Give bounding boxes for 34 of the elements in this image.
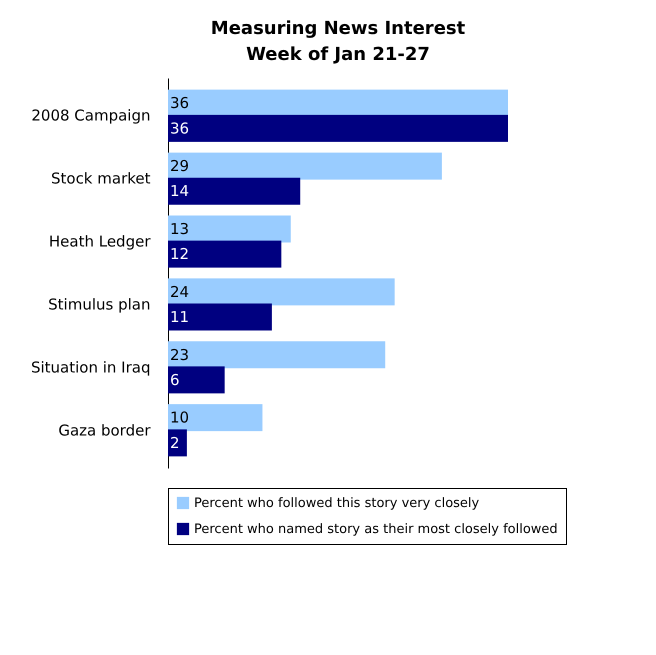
bar <box>168 240 282 268</box>
bar <box>168 178 300 205</box>
y-tick-label: Heath Ledger <box>48 232 152 251</box>
bar <box>168 215 291 242</box>
data-label: 13 <box>170 220 190 238</box>
bar <box>168 429 187 456</box>
y-tick-label: Gaza border <box>58 421 152 440</box>
data-label: 10 <box>170 408 190 427</box>
data-label: 6 <box>170 370 180 389</box>
data-label: 23 <box>170 346 190 364</box>
y-tick-label: 2008 Campaign <box>31 106 150 125</box>
y-tick-label: Stock market <box>50 170 151 188</box>
chart-subtitle: Week of Jan 21-27 <box>246 44 430 65</box>
bar <box>168 366 225 394</box>
data-label: 24 <box>170 282 190 301</box>
bar <box>168 404 262 432</box>
data-label: 2 <box>170 434 180 452</box>
bar <box>168 278 395 306</box>
legend-label: Percent who named story as their most closely followed <box>194 522 558 537</box>
y-tick-label: Stimulus plan <box>48 295 150 314</box>
data-label: 36 <box>170 119 190 138</box>
data-label: 12 <box>170 245 190 264</box>
bar <box>168 152 442 180</box>
data-label: 36 <box>170 94 190 112</box>
data-label: 11 <box>170 308 190 326</box>
bar <box>168 304 272 331</box>
bar <box>168 90 508 117</box>
legend-label: Percent who followed this story very closely <box>194 496 480 511</box>
data-label: 14 <box>170 182 190 200</box>
data-label: 29 <box>170 157 190 176</box>
bar <box>168 341 386 368</box>
bar <box>168 114 508 142</box>
chart-title: Measuring News Interest <box>210 18 466 39</box>
y-tick-label: Situation in Iraq <box>30 358 150 376</box>
